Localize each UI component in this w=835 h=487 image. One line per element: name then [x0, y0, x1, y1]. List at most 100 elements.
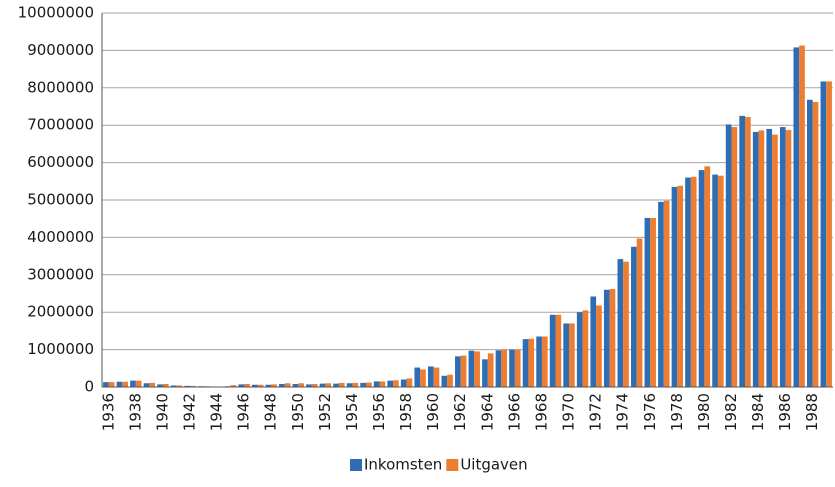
x-tick-label: 1946 [235, 393, 253, 431]
bar [387, 381, 393, 387]
bar [447, 375, 453, 387]
x-tick-label: 1954 [343, 393, 361, 431]
bar [645, 218, 651, 387]
bar [772, 135, 778, 387]
x-tick-label: 1966 [505, 393, 523, 431]
bar [488, 353, 494, 387]
bar [617, 259, 623, 387]
bar [753, 132, 759, 387]
bar [380, 381, 386, 387]
bar [501, 350, 507, 387]
legend-label: Inkomsten [364, 456, 442, 474]
x-tick-label: 1962 [451, 393, 469, 431]
x-tick-label: 1958 [397, 393, 415, 431]
bar [759, 130, 765, 387]
bar [509, 350, 515, 387]
y-tick-label: 8000000 [27, 78, 94, 96]
bar [658, 202, 664, 387]
bar [563, 323, 569, 387]
bar [590, 296, 596, 387]
x-tick-label: 1950 [289, 393, 307, 431]
bar [130, 381, 136, 387]
bar [428, 366, 434, 387]
bar [401, 380, 407, 387]
x-tick-label: 1986 [776, 393, 794, 431]
bar [414, 368, 420, 387]
bar [496, 350, 502, 387]
bar [745, 117, 751, 387]
bar [542, 337, 548, 387]
bar [434, 368, 440, 387]
y-tick-label: 6000000 [27, 153, 94, 171]
x-tick-label: 1942 [180, 393, 198, 431]
bar [366, 383, 372, 387]
bar [285, 383, 291, 387]
x-tick-label: 1956 [370, 393, 388, 431]
bar [780, 127, 786, 387]
bar [144, 383, 150, 387]
bar [583, 310, 589, 387]
bar [813, 102, 819, 387]
x-tick-label: 1944 [208, 393, 226, 431]
x-tick-label: 1982 [722, 393, 740, 431]
y-tick-label: 4000000 [27, 228, 94, 246]
bar [799, 46, 805, 387]
bar [637, 239, 643, 387]
y-tick-label: 9000000 [27, 41, 94, 59]
bar [685, 178, 691, 387]
bar [117, 382, 123, 387]
bar [718, 176, 724, 387]
bar [374, 381, 380, 387]
x-tick-label: 1984 [749, 393, 767, 431]
bar [442, 376, 448, 387]
x-tick-label: 1976 [641, 393, 659, 431]
bar [347, 383, 353, 387]
x-tick-label: 1936 [99, 393, 117, 431]
bar [320, 384, 326, 387]
bar [325, 383, 331, 387]
bar [136, 381, 142, 387]
x-tick-label: 1970 [560, 393, 578, 431]
bar [455, 356, 461, 387]
bar [821, 81, 827, 387]
bar [555, 315, 561, 387]
x-tick-label: 1940 [153, 393, 171, 431]
legend-swatch [350, 459, 362, 471]
bar [691, 177, 697, 387]
bar [420, 369, 426, 387]
bar [623, 262, 629, 387]
bar [631, 247, 637, 387]
y-tick-label: 0 [84, 378, 94, 396]
bar [699, 170, 705, 387]
x-tick-label: 1952 [316, 393, 334, 431]
bar [550, 315, 556, 387]
legend-label: Uitgaven [460, 456, 527, 474]
bar [298, 383, 304, 387]
x-tick-label: 1980 [695, 393, 713, 431]
bar [393, 380, 399, 387]
bar [103, 382, 109, 387]
bar [596, 305, 602, 387]
bar [333, 384, 339, 387]
bar [469, 351, 475, 387]
bar [109, 382, 115, 387]
bar [726, 124, 732, 387]
bar [677, 186, 683, 387]
x-tick-label: 1960 [424, 393, 442, 431]
x-tick-label: 1988 [803, 393, 821, 431]
bar [650, 218, 656, 387]
y-tick-label: 10000000 [18, 4, 94, 22]
bar [536, 337, 542, 387]
bar [515, 350, 521, 387]
bar [793, 47, 799, 387]
bar [672, 187, 678, 387]
bar [664, 201, 670, 387]
x-tick-label: 1948 [262, 393, 280, 431]
bar [407, 378, 413, 387]
bar [482, 359, 488, 387]
bar [577, 312, 583, 387]
bar [474, 351, 480, 387]
bar [122, 382, 128, 387]
bar [339, 383, 345, 387]
